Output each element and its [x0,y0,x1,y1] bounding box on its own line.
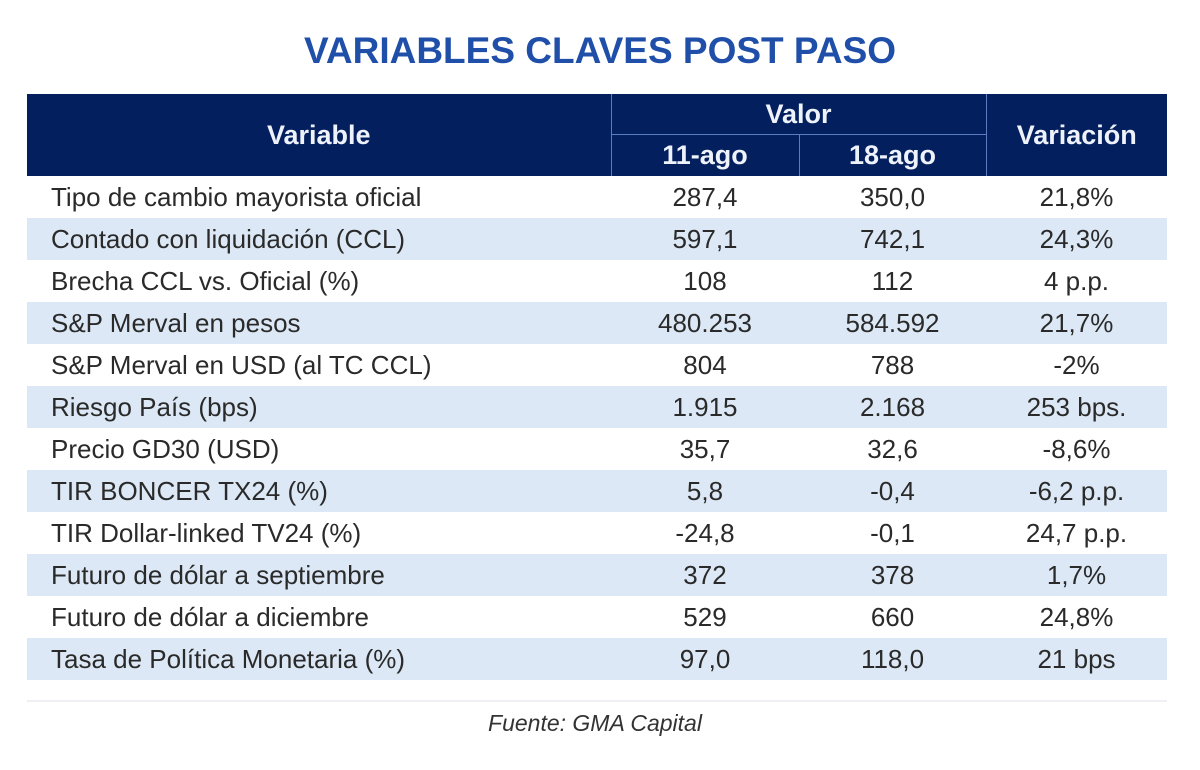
row-variacion: 24,3% [986,218,1168,260]
header-variable: Variable [27,94,611,176]
table-row: Tasa de Política Monetaria (%) 97,0 118,0 2… [27,638,1168,680]
row-value-18-ago: -0,4 [799,470,987,512]
row-variacion: 21,7% [986,302,1168,344]
page-title: VARIABLES CLAVES POST PASO [303,30,897,71]
row-variable: Riesgo País (bps) [27,386,611,428]
row-variable: S&P Merval en pesos [27,302,611,344]
row-value-11-ago: 529 [683,601,727,632]
table-row: Riesgo País (bps) 1.915 2.168 253 bps. [27,386,1168,428]
row-value-18-ago: 32,6 [867,433,918,464]
table-row: Tipo de cambio mayorista oficial 287,4 350… [27,176,1167,218]
row-variable: TIR Dollar-linked TV24 (%) [51,517,362,548]
header-valor: Valor [610,94,987,135]
footer-divider [27,700,1167,702]
row-value-18-ago: -0,1 [870,517,915,548]
row-value-11-ago: 480.253 [611,302,799,344]
table-row: Brecha CCL vs. Oficial (%) 108 112 4 p.p. [27,260,1167,302]
row-value-11-ago: 5,8 [611,470,799,512]
table-header: Variable Valor Variación 11-ago 18-ago [27,94,1168,176]
header-date-2: 18-ago [798,134,987,176]
row-value-11-ago: 804 [683,349,727,380]
row-value-11-ago: -24,8 [675,517,735,548]
table-row: TIR BONCER TX24 (%) 5,8 -0,4 -6,2 p.p. [27,470,1168,512]
source-note: Fuente: GMA Capital [488,710,702,736]
row-value-11-ago: 35,7 [679,433,731,464]
row-variacion: -8,6% [1042,433,1111,464]
row-variacion: 4 p.p. [1043,265,1110,296]
header-variacion: Variación [985,94,1168,176]
table-row: TIR Dollar-linked TV24 (%) -24,8 -0,1 24,7 … [27,512,1167,554]
table-row: S&P Merval en pesos 480.253 584.592 21,7% [27,302,1168,344]
row-value-18-ago: 350,0 [859,181,926,212]
row-value-11-ago: 597,1 [611,218,799,260]
row-value-11-ago: 372 [611,554,799,596]
row-variable: S&P Merval en USD (al TC CCL) [51,349,432,380]
row-variable: Precio GD30 (USD) [51,433,280,464]
row-value-11-ago: 97,0 [611,638,799,680]
table-row: Precio GD30 (USD) 35,7 32,6 -8,6% [27,428,1167,470]
row-value-18-ago: 378 [799,554,987,596]
row-variacion: -2% [1053,349,1100,380]
row-variacion: 1,7% [986,554,1168,596]
row-value-11-ago: 287,4 [672,181,738,212]
row-variacion: 253 bps. [986,386,1168,428]
row-variable: Futuro de dólar a septiembre [27,554,611,596]
row-variable: Tipo de cambio mayorista oficial [51,181,422,212]
table-row: Futuro de dólar a diciembre 529 660 24,8% [27,596,1167,638]
row-variacion: 24,7 p.p. [1025,517,1128,548]
table-row: S&P Merval en USD (al TC CCL) 804 788 -2% [27,344,1167,386]
row-value-18-ago: 112 [871,265,914,296]
row-value-18-ago: 788 [870,349,915,380]
row-value-18-ago: 2.168 [799,386,987,428]
row-variacion: -6,2 p.p. [986,470,1168,512]
row-variable: Futuro de dólar a diciembre [51,601,369,632]
row-variable: TIR BONCER TX24 (%) [27,470,611,512]
row-value-18-ago: 742,1 [799,218,987,260]
table-row: Futuro de dólar a septiembre 372 378 1,7% [27,554,1168,596]
row-value-11-ago: 108 [683,265,727,296]
table-body: Tipo de cambio mayorista oficial 287,4 350… [27,176,1168,680]
table-row: Contado con liquidación (CCL) 597,1 742,1 2… [27,218,1168,260]
row-value-18-ago: 584.592 [799,302,987,344]
row-variable: Brecha CCL vs. Oficial (%) [51,265,360,296]
row-value-11-ago: 1.915 [611,386,799,428]
variables-table: Variable Valor Variación 11-ago 18-ago T… [27,94,1168,680]
row-variacion: 24,8% [1039,601,1114,632]
row-variable: Tasa de Política Monetaria (%) [27,638,611,680]
row-value-18-ago: 118,0 [799,638,987,680]
row-variable: Contado con liquidación (CCL) [27,218,611,260]
row-variacion: 21,8% [1039,181,1114,212]
header-date-1: 11-ago [610,134,799,176]
row-value-18-ago: 660 [870,601,915,632]
row-variacion: 21 bps [986,638,1168,680]
